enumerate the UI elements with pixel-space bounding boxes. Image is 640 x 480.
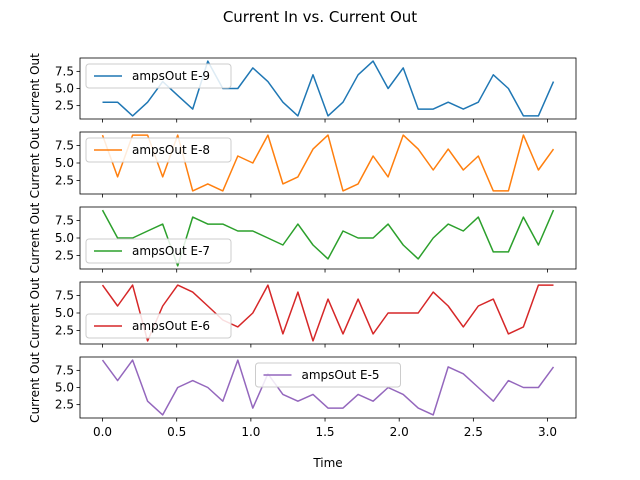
legend-box — [255, 362, 401, 388]
y-tick-label: 2.5 — [55, 248, 74, 262]
x-tick-label: 0.0 — [93, 425, 112, 439]
legend-label: ampsOut E-6 — [132, 319, 210, 333]
y-tick-label: 5.0 — [55, 306, 74, 320]
subplot-1: 2.5 5.0 7.5 Current Out ampsOut E-9 — [28, 53, 577, 124]
legend-label: ampsOut E-5 — [302, 368, 380, 382]
legend-box — [85, 137, 232, 163]
series-line — [102, 60, 555, 117]
y-tick-label: 7.5 — [55, 214, 74, 228]
legend: ampsOut E-8 — [85, 137, 232, 163]
y-tick-label: 2.5 — [55, 398, 74, 412]
y-tick-label: 5.0 — [55, 82, 74, 96]
y-axis-label: Current Out — [28, 202, 42, 273]
y-axis-label: Current Out — [28, 127, 42, 198]
y-tick-label: 7.5 — [55, 289, 74, 303]
series-line — [101, 284, 554, 342]
legend-label: ampsOut E-7 — [132, 244, 210, 258]
x-tick-label: 2.5 — [464, 425, 483, 439]
legend: ampsOut E-9 — [85, 63, 232, 89]
x-tick-label: 2.0 — [390, 425, 409, 439]
subplot-3: 2.5 5.0 7.5 Current Out ampsOut E-7 — [28, 202, 577, 273]
series-line — [101, 359, 555, 416]
y-tick-label: 2.5 — [55, 323, 74, 337]
y-tick-label: 2.5 — [55, 99, 74, 113]
y-tick-label: 7.5 — [55, 139, 74, 153]
y-axis-label: Current Out — [28, 277, 42, 348]
figure-title: Current In vs. Current Out — [223, 8, 417, 26]
x-tick-label: 3.0 — [538, 425, 557, 439]
legend-box — [85, 63, 232, 89]
subplots: 2.5 5.0 7.5 Current Out ampsOut E-9 2.5 5.0 7.5… — [28, 53, 577, 439]
x-tick-label: 1.5 — [315, 425, 334, 439]
legend: ampsOut E-6 — [85, 313, 232, 339]
legend: ampsOut E-5 — [255, 362, 401, 388]
y-tick-label: 5.0 — [55, 381, 74, 395]
series-line — [101, 134, 555, 192]
y-axis-label: Current Out — [28, 53, 42, 124]
x-tick-label: 1.0 — [241, 425, 260, 439]
y-tick-label: 5.0 — [55, 156, 74, 170]
series-line — [101, 209, 555, 267]
legend-label: ampsOut E-9 — [132, 69, 210, 83]
legend-box — [85, 313, 232, 339]
x-axis-label: Time — [312, 456, 342, 470]
subplot-5: 2.5 5.0 7.5 0.0 0.5 1.0 1.5 2.0 2.5 3.0 Current Ou… — [28, 352, 577, 439]
legend-box — [85, 238, 232, 264]
legend-label: ampsOut E-8 — [132, 143, 210, 157]
legend: ampsOut E-7 — [85, 238, 232, 264]
y-tick-label: 2.5 — [55, 173, 74, 187]
subplot-2: 2.5 5.0 7.5 Current Out ampsOut E-8 — [28, 127, 577, 198]
y-tick-label: 5.0 — [55, 231, 74, 245]
y-tick-label: 7.5 — [55, 363, 74, 377]
x-tick-label: 0.5 — [167, 425, 186, 439]
y-axis-label: Current Out — [28, 352, 42, 423]
subplot-4: 2.5 5.0 7.5 Current Out ampsOut E-6 — [28, 277, 577, 348]
y-tick-label: 7.5 — [55, 64, 74, 78]
